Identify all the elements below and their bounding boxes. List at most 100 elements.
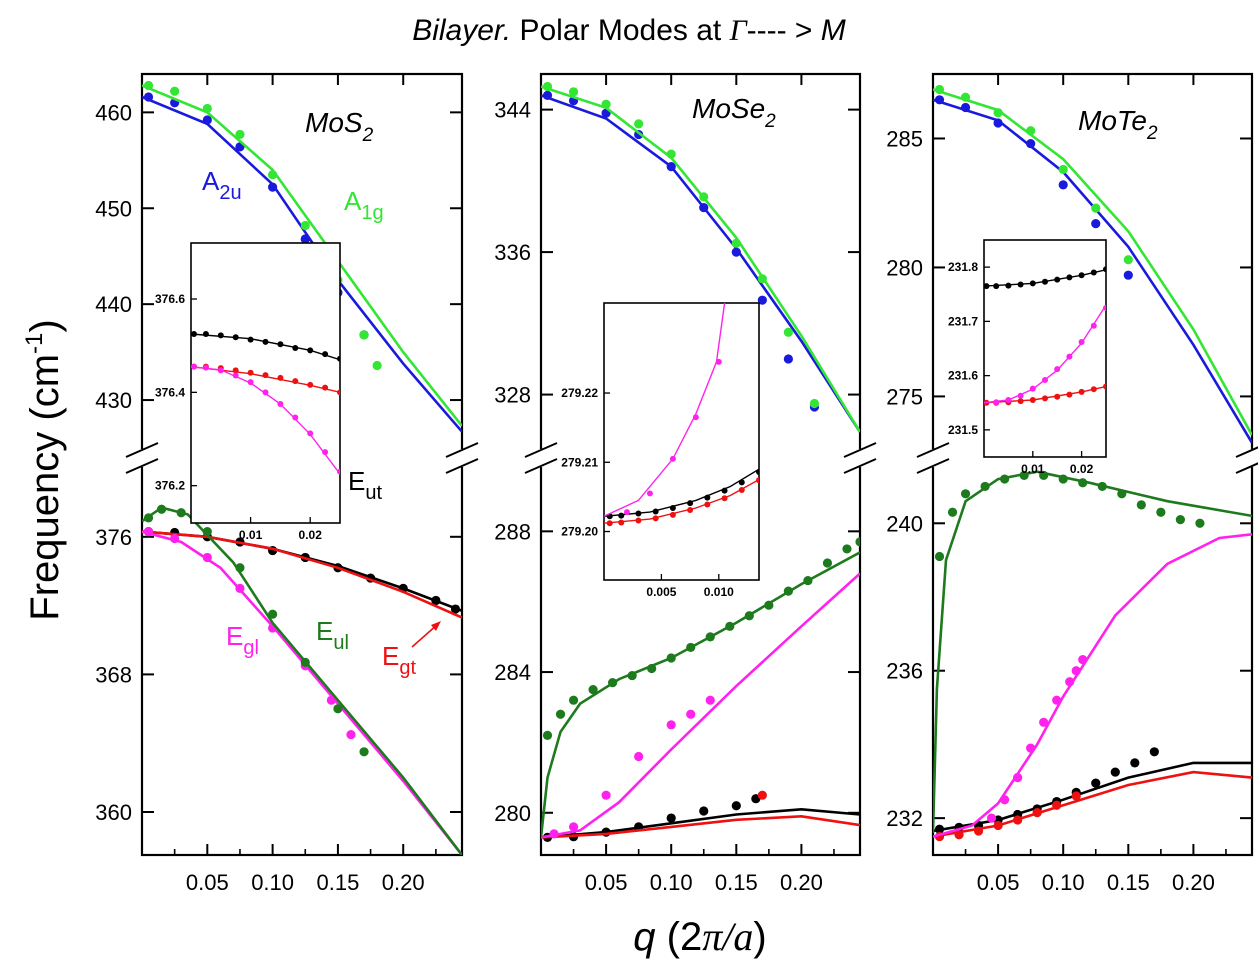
axis-break-mark [125,458,159,474]
inset-point-Eut [721,487,728,494]
data-point-Eul [803,575,813,586]
axis-break-mark [843,458,877,474]
inset-point-Eut [262,338,269,345]
series-label-Egl: Egl [226,621,259,659]
data-point-A2u [666,162,676,172]
x-tick-label: 0.05 [186,870,229,895]
data-point-Egt [1071,791,1081,801]
inset-point-Eut [704,494,711,501]
series-label-A2u: A2u [202,166,242,204]
y-tick-label: 336 [494,240,531,265]
series-label-main: A [202,166,220,196]
series-line-Egt [933,770,1252,838]
axis-break-mark [524,458,558,474]
inset-point-Egl [292,414,299,421]
inset-frame [190,242,341,524]
y-tick-label: 368 [95,662,132,687]
data-point-Egt [954,830,964,840]
data-point-A1g [783,327,793,337]
data-point-A1g [731,238,741,248]
data-point-A1g [300,220,310,231]
axis-break-mark [125,442,159,458]
data-point-Egl [1000,795,1010,805]
inset-point-Egl [232,372,239,379]
y-tick-label: 284 [494,660,531,685]
x-tick-label: 0.10 [1042,870,1085,895]
series-line-Egt [142,530,462,619]
x-tick-label: 0.05 [585,870,628,895]
series-line-Egt [541,814,860,839]
inset-point-Eut [687,500,694,507]
inset-point-Egt [669,511,676,518]
data-point-Eul [960,489,971,499]
inset-point-Eut [1078,272,1085,279]
inset-point-Eut [247,336,254,343]
data-point-Egl [1052,695,1062,705]
inset-series [604,303,759,527]
data-point-A1g [1058,164,1068,175]
y-tick-label: 232 [886,806,923,831]
axis-break-mark [916,458,950,474]
inset-point-Eut [652,508,659,515]
data-point-Egl [549,829,559,839]
material-subscript: 2 [764,111,776,132]
data-point-Eut [666,813,676,823]
data-point-A1g [809,398,820,409]
series-label-main: A [344,186,362,216]
inset-y-tick-label: 231.7 [948,314,978,328]
data-point-A2u [1026,139,1036,149]
data-point-Eul [608,678,618,688]
inset-y-tick-label: 376.6 [155,292,185,306]
inset-point-Egl [1042,376,1048,383]
xlabel-pi: π/a [702,914,753,959]
inset-point-Egl [277,401,284,407]
series-line-Egl [541,572,860,839]
inset-point-Eut [635,510,642,517]
inset-point-Egl [1078,338,1085,345]
inset-point-Eut [669,504,676,511]
data-point-A1g [993,108,1003,118]
data-point-A2u [934,95,945,105]
inset-point-Egt [322,384,329,391]
material-name: MoS [305,107,363,138]
data-point-Eul [1175,515,1185,525]
data-point-Eul [1117,489,1127,499]
data-point-Eul [725,621,735,631]
data-point-A1g [634,119,644,129]
series-line-Eul [541,551,860,838]
x-tick-label: 0.15 [715,870,758,895]
inset-point-Eut [1017,281,1024,288]
data-point-A1g [1123,255,1133,265]
material-label: MoSe2 [692,93,776,132]
y-tick-label: 460 [95,100,132,125]
data-point-Egl [686,709,696,719]
inset-point-Egt [1017,398,1024,405]
data-point-Eut [699,806,709,816]
data-point-A2u [143,92,154,102]
data-point-A1g [143,80,154,91]
axis-break-mark [524,442,558,458]
inset-point-Eut [217,332,224,339]
axis-break-mark [445,458,479,474]
ylabel-main: Frequency (cm [23,354,67,621]
data-point-Eul [542,730,553,740]
material-name: MoTe [1078,105,1147,136]
inset-point-Egl [715,358,722,365]
data-point-Egt [973,826,984,836]
inset-point-Egl [623,509,630,516]
inset-point-Egt [292,378,299,385]
x-tick-label: 0.10 [650,870,693,895]
inset-point-Egt [247,369,254,376]
inset-point-Egl [1066,353,1073,360]
material-subscript: 2 [362,125,374,146]
egt-arrow-head [431,621,441,631]
data-point-A1g [960,92,971,102]
inset-x-tick-label: 0.02 [1070,462,1094,476]
series-label-sub: ul [333,632,349,654]
data-point-Eul [705,632,715,642]
data-point-Eul [235,563,245,573]
material-name: MoSe [692,93,765,124]
inset-point-Eut [984,283,990,290]
inset-point-Eut [1005,282,1012,289]
inset-point-Eut [1029,280,1036,287]
